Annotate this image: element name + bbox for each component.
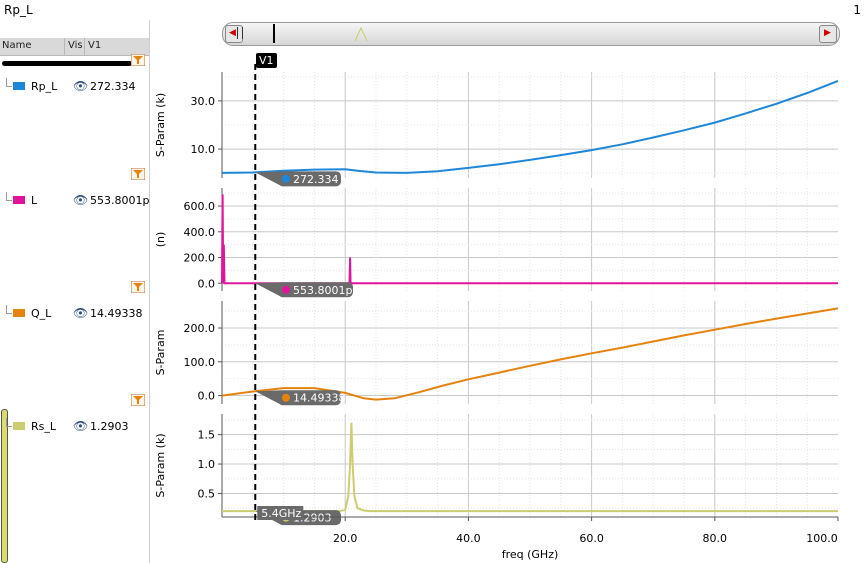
tree-connector: [6, 305, 12, 314]
signal-name: Rs_L: [31, 420, 57, 433]
signal-name: Rp_L: [31, 80, 58, 93]
readout-value: 553.8001p: [293, 284, 352, 297]
navigator-cursor[interactable]: [273, 24, 275, 43]
readout-dot: [282, 393, 290, 402]
x-tick-label: 80.0: [703, 532, 728, 545]
x-tick-label: 40.0: [456, 532, 481, 545]
readout-dot: [282, 174, 290, 183]
y-axis-title: (n): [154, 232, 167, 248]
y-tick-label: 30.0: [191, 95, 216, 108]
column-divider[interactable]: [64, 38, 65, 55]
legend-row-l[interactable]: L 👁 553.8001p: [0, 192, 149, 210]
y-axis-title: S-Param (k): [154, 433, 167, 497]
y-tick-label: 200.0: [184, 322, 216, 335]
legend-row-rp-l[interactable]: Rp_L 👁 272.334: [0, 78, 149, 96]
readout-value: 14.49338: [293, 392, 346, 405]
signal-value: 1.2903: [90, 420, 129, 433]
column-header-v1[interactable]: V1: [88, 40, 102, 51]
filter-icon[interactable]: [131, 394, 145, 406]
y-tick-label: 0.0: [198, 277, 216, 290]
series-line-rs-l[interactable]: [222, 422, 838, 513]
y-tick-label: 600.0: [184, 200, 216, 213]
navigator-left-handle[interactable]: [237, 27, 243, 39]
y-axis-title: S-Param (k): [154, 93, 167, 157]
legend-row-q-l[interactable]: Q_L 👁 14.49338: [0, 305, 149, 323]
column-header-vis[interactable]: Vis: [68, 40, 83, 51]
readout-pill[interactable]: [278, 171, 341, 187]
y-tick-label: 1.5: [198, 429, 216, 442]
marker-x-readout-box: [257, 506, 304, 520]
horizontal-scrollbar[interactable]: [2, 61, 132, 66]
filter-icon[interactable]: [131, 168, 145, 180]
arrow-left-icon: ◀: [229, 28, 236, 38]
tree-connector: [6, 192, 12, 201]
x-tick-label: 20.0: [333, 532, 358, 545]
scroll-left-button[interactable]: ◀: [225, 25, 243, 43]
y-tick-label: 0.5: [198, 487, 216, 500]
scroll-right-button[interactable]: ▶: [819, 25, 837, 43]
color-swatch[interactable]: [13, 422, 25, 430]
x-tick-label: 100.0: [806, 532, 838, 545]
signal-name: Q_L: [31, 307, 52, 320]
eye-icon[interactable]: 👁: [73, 306, 89, 320]
signal-value: 272.334: [90, 80, 136, 93]
y-tick-label: 10.0: [191, 143, 216, 156]
eye-icon[interactable]: 👁: [73, 419, 89, 433]
timeline-navigator[interactable]: ◀ ▶: [222, 22, 840, 46]
signal-name: L: [31, 194, 38, 207]
color-swatch[interactable]: [13, 82, 25, 90]
filter-icon[interactable]: [131, 281, 145, 293]
arrow-right-icon: ▶: [824, 28, 831, 38]
legend-header: Name Vis V1: [0, 38, 149, 56]
y-axis-title: S-Param: [154, 330, 167, 376]
x-axis-title: freq (GHz): [502, 548, 559, 561]
y-tick-label: 400.0: [184, 226, 216, 239]
window-title: Rp_L: [4, 3, 33, 17]
tree-connector: [6, 418, 12, 427]
signal-value: 14.49338: [90, 307, 143, 320]
readout-pointer: [255, 282, 282, 298]
marker-label[interactable]: V1: [256, 53, 277, 68]
y-tick-label: 100.0: [184, 356, 216, 369]
column-divider[interactable]: [84, 38, 85, 55]
x-tick-label: 60.0: [579, 532, 604, 545]
window-index: 1: [853, 3, 861, 17]
navigator-preview: [354, 26, 368, 42]
readout-pill[interactable]: [278, 390, 341, 406]
readout-dot: [282, 285, 290, 294]
color-swatch[interactable]: [13, 309, 25, 317]
filter-icon[interactable]: [131, 54, 145, 66]
color-swatch[interactable]: [13, 196, 25, 204]
column-header-name[interactable]: Name: [2, 40, 32, 51]
y-tick-label: 1.0: [198, 458, 216, 471]
legend-panel: Name Vis V1 Rp_L 👁 272.334 L 👁 553.8001p Q_L 👁 1…: [0, 20, 150, 563]
y-tick-label: 0.0: [198, 390, 216, 403]
tree-connector: [6, 78, 12, 87]
signal-value: 553.8001p: [90, 194, 150, 207]
eye-icon[interactable]: 👁: [73, 79, 89, 93]
readout-pill[interactable]: [278, 282, 353, 298]
readout-value: 272.334: [293, 173, 339, 186]
marker-x-readout: 5.4GHz: [261, 507, 301, 520]
series-line-rp-l[interactable]: [221, 79, 839, 174]
eye-icon[interactable]: 👁: [73, 193, 89, 207]
readout-pointer: [255, 171, 282, 187]
readout-pointer: [255, 390, 282, 406]
legend-row-rs-l[interactable]: Rs_L 👁 1.2903: [0, 418, 149, 436]
y-tick-label: 200.0: [184, 252, 216, 265]
